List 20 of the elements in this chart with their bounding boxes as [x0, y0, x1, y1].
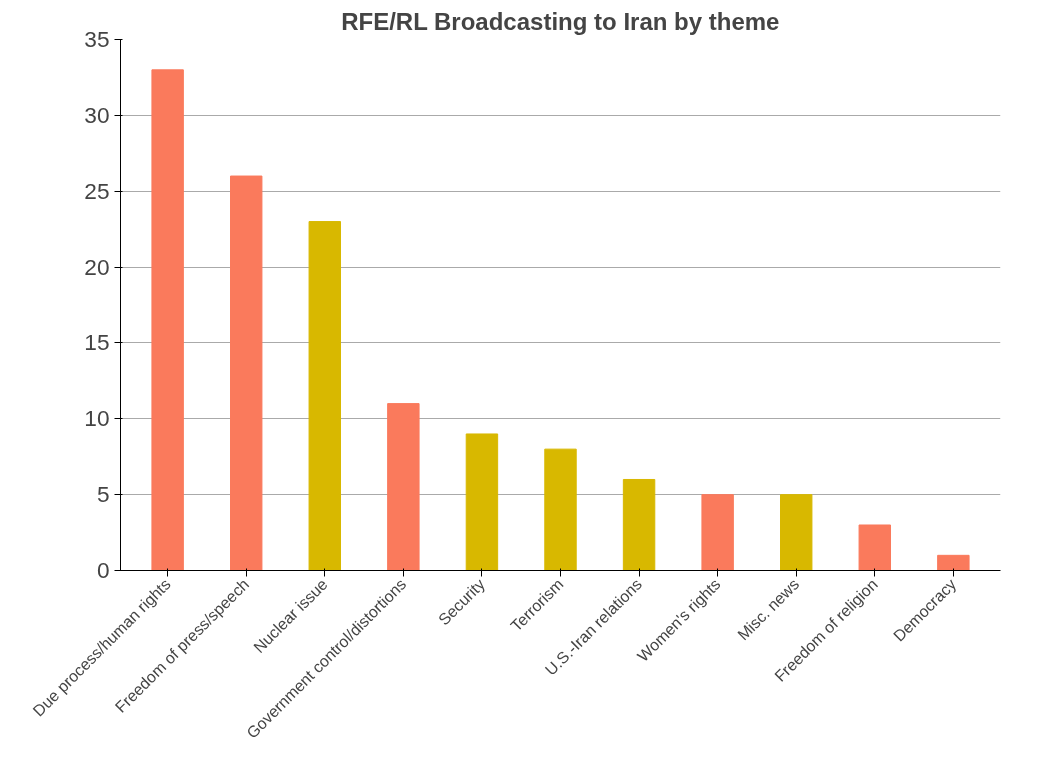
y-tick-label: 25	[84, 177, 110, 204]
bar	[465, 433, 499, 571]
bar	[387, 403, 420, 571]
y-tick-label: 35	[84, 26, 110, 52]
chart-title: RFE/RL Broadcasting to Iran by theme	[341, 7, 780, 35]
bar	[701, 494, 734, 571]
y-tick-label: 10	[84, 405, 110, 432]
bar	[937, 554, 970, 571]
bar	[151, 69, 184, 571]
y-tick-label: 30	[84, 101, 110, 128]
y-tick-label: 5	[96, 481, 110, 508]
bar	[230, 175, 263, 571]
y-tick-label: 0	[96, 557, 110, 583]
bar	[622, 478, 656, 571]
y-tick-label: 20	[84, 253, 110, 280]
bar	[308, 221, 341, 571]
bar	[858, 524, 891, 571]
bar	[780, 494, 813, 571]
bar	[544, 448, 577, 571]
y-tick-label: 15	[84, 329, 110, 356]
